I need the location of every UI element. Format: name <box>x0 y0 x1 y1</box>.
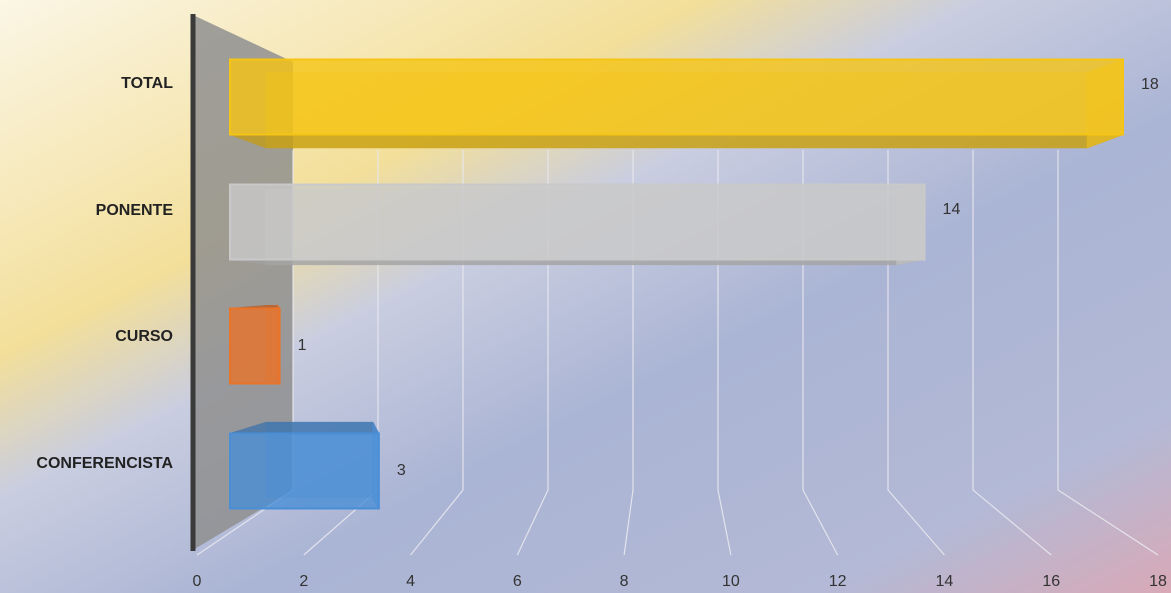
x-tick-label: 6 <box>513 573 522 590</box>
bar-face <box>229 134 1124 149</box>
x-tick-label: 8 <box>620 573 629 590</box>
value-label: 3 <box>397 462 406 479</box>
grid-line <box>972 150 1052 556</box>
x-tick-label: 16 <box>1042 573 1060 590</box>
bar <box>229 307 281 385</box>
x-tick-label: 4 <box>406 573 415 590</box>
grid-line <box>1057 150 1159 556</box>
bar <box>229 58 1124 136</box>
y-tick-label: TOTAL <box>121 75 173 92</box>
x-tick-label: 12 <box>829 573 847 590</box>
bar <box>229 183 926 261</box>
bar-group <box>229 421 380 510</box>
y-tick-label: CONFERENCISTA <box>36 455 173 472</box>
x-tick-label: 14 <box>936 573 954 590</box>
x-tick-label: 18 <box>1149 573 1167 590</box>
bar-group <box>229 303 281 386</box>
x-tick-label: 0 <box>193 573 202 590</box>
bar <box>229 432 380 510</box>
x-tick-label: 10 <box>722 573 740 590</box>
y-tick-label: CURSO <box>115 328 173 345</box>
value-label: 1 <box>298 337 307 354</box>
x-tick-label: 2 <box>299 573 308 590</box>
y-tick-label: PONENTE <box>96 202 174 219</box>
value-label: 18 <box>1141 76 1159 93</box>
bar-group <box>229 183 926 266</box>
bar-group <box>229 58 1124 149</box>
side-wall <box>193 15 293 550</box>
value-label: 14 <box>943 201 961 218</box>
